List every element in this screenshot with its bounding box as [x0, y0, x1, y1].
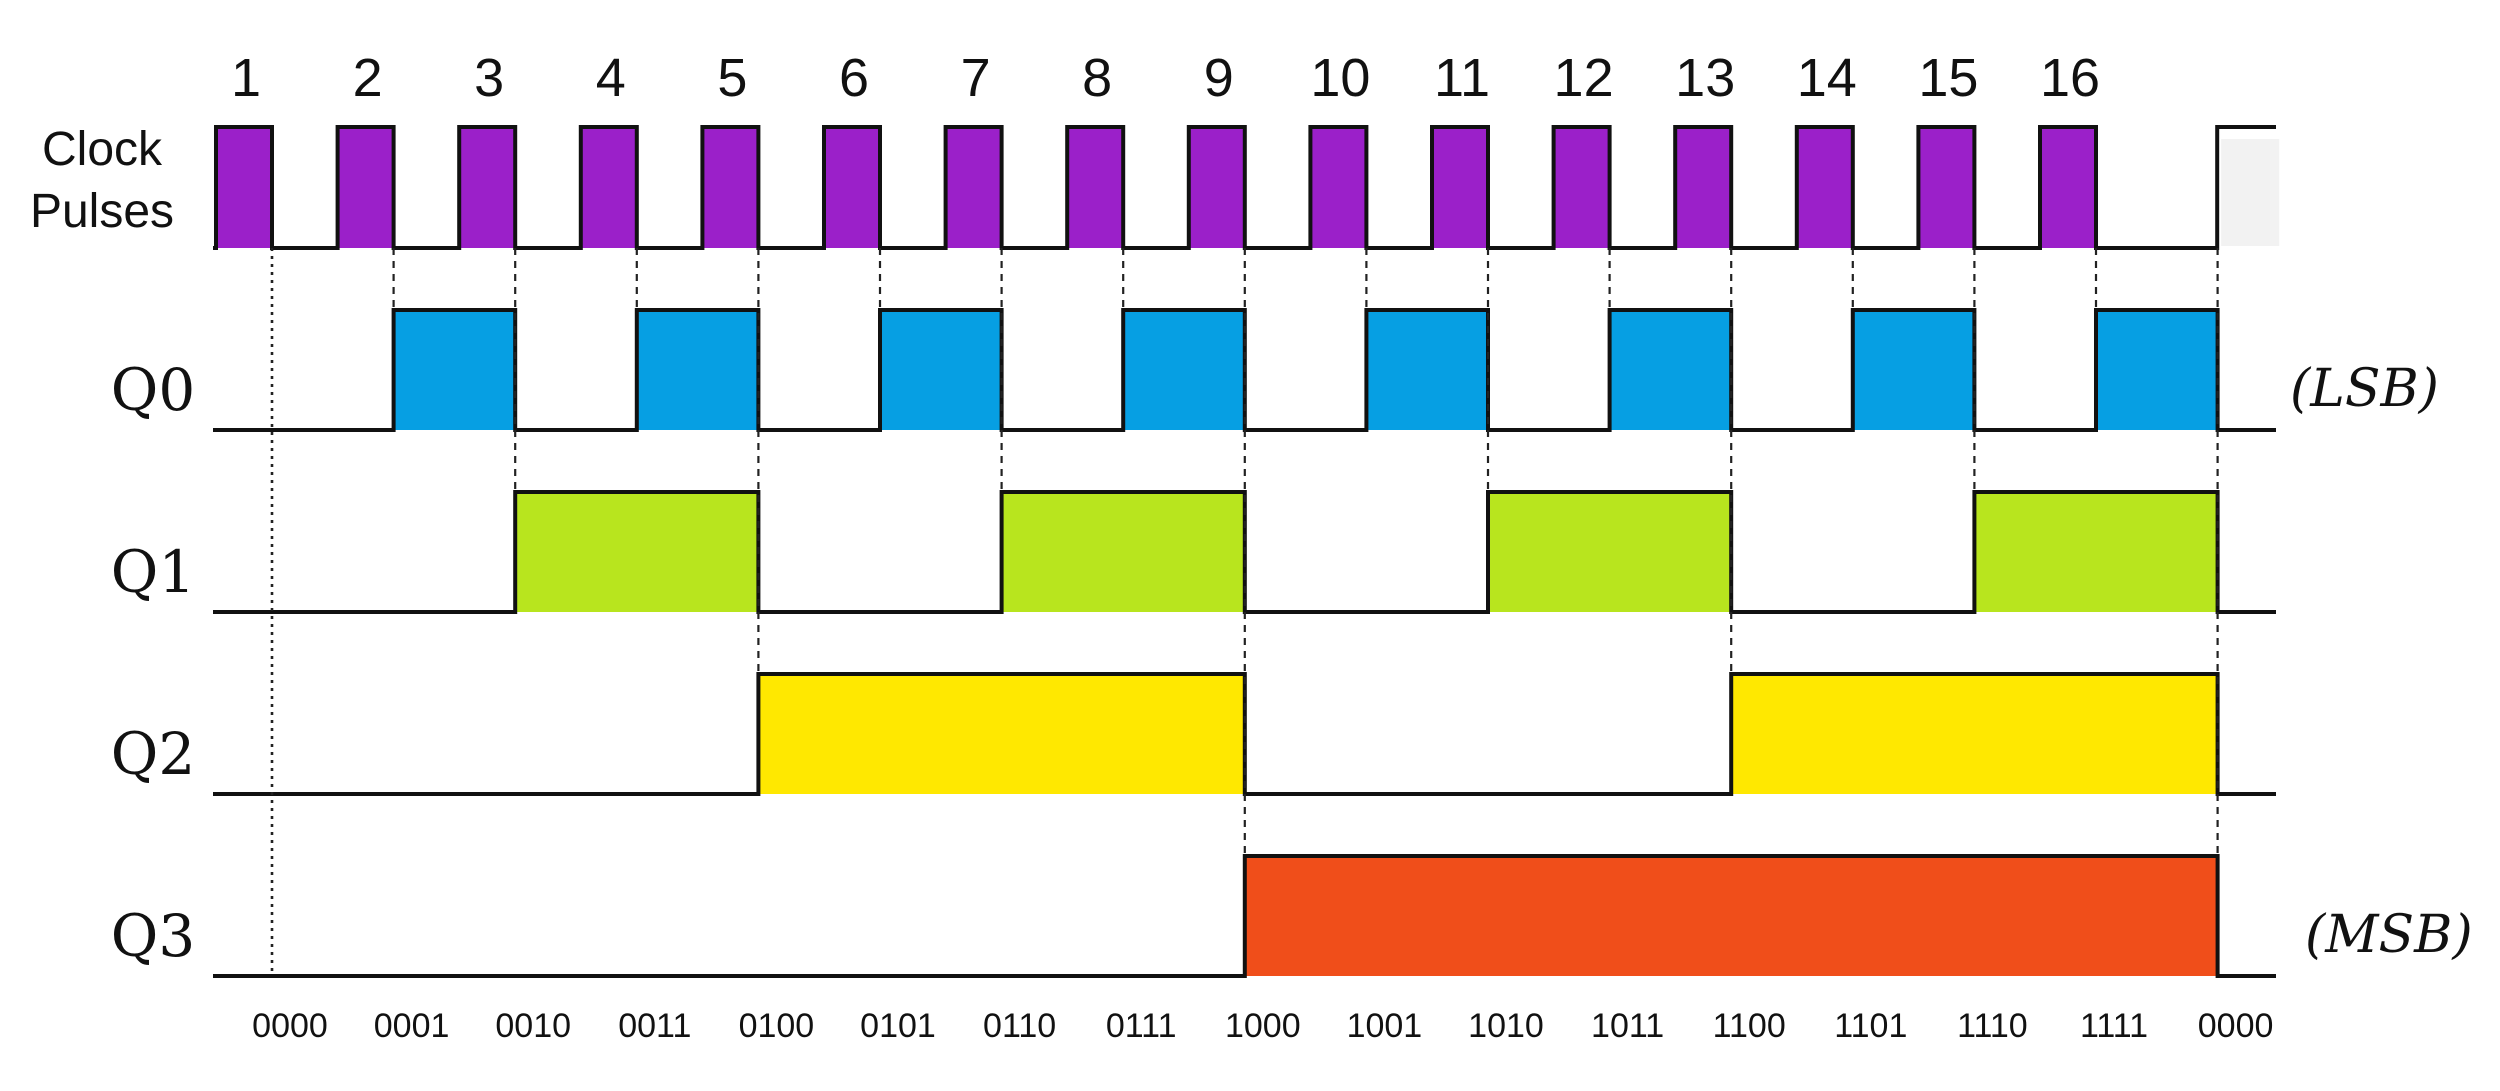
state-label: 0011	[618, 1007, 691, 1045]
clock-pulse	[1067, 127, 1124, 248]
pulse-number: 7	[961, 48, 991, 108]
q0-tag: (LSB)	[2290, 359, 2439, 419]
state-label: 0010	[495, 1007, 571, 1045]
clock-pulse	[1675, 127, 1732, 248]
pulse-number: 9	[1204, 48, 1234, 108]
q0-high-pulse	[1366, 310, 1488, 430]
q1-high-pulse	[515, 492, 759, 612]
q0-high-pulse	[1609, 310, 1732, 430]
q2-high-pulse	[758, 674, 1245, 794]
pulse-number: 16	[2040, 48, 2100, 108]
state-label: 1000	[1225, 1007, 1301, 1045]
state-label: 0100	[739, 1007, 815, 1045]
q1-waveform	[213, 490, 2276, 614]
pulse-number: 6	[839, 48, 869, 108]
pulse-number: 8	[1082, 48, 1112, 108]
clock-pulse	[337, 127, 394, 248]
pulse-number: 15	[1918, 48, 1978, 108]
q0-high-pulse	[1123, 310, 1245, 430]
clock-pulse	[1310, 127, 1367, 248]
clock-trailing-shade	[2221, 139, 2280, 246]
state-label: 0001	[374, 1007, 450, 1045]
q1-high-pulse	[1001, 492, 1245, 612]
clock-pulse	[459, 127, 516, 248]
q2-high-pulse	[1731, 674, 2218, 794]
clock-pulse	[1796, 127, 1853, 248]
clock-pulse	[2040, 127, 2096, 248]
pulse-number: 5	[717, 48, 747, 108]
pulse-number: 2	[353, 48, 383, 108]
state-label: 0000	[2198, 1007, 2274, 1045]
pulse-number: 14	[1797, 48, 1857, 108]
state-label: 1100	[1713, 1007, 1786, 1045]
q0-high-pulse	[393, 310, 516, 430]
pulse-number: 1	[231, 48, 261, 108]
q0-label: Q0	[111, 356, 195, 424]
clock-pulse	[216, 127, 272, 248]
q3-waveform	[213, 854, 2276, 978]
clock-pulse	[945, 127, 1002, 248]
state-label: 1011	[1591, 1007, 1664, 1045]
q0-high-pulse	[880, 310, 1002, 430]
clock-label-line: Pulses	[30, 185, 174, 238]
clock-pulse	[1432, 127, 1488, 248]
state-label: 1101	[1834, 1007, 1907, 1045]
q0-high-pulse	[636, 310, 759, 430]
state-label: 1001	[1347, 1007, 1423, 1045]
q3-high-pulse	[1244, 856, 2218, 976]
state-label: 1110	[1957, 1007, 2028, 1045]
q1-label: Q1	[111, 538, 195, 606]
clock-pulse	[1918, 127, 1975, 248]
clock-pulse	[580, 127, 637, 248]
pulse-number: 4	[596, 48, 626, 108]
clock-pulse	[824, 127, 880, 248]
pulse-number: 10	[1310, 48, 1370, 108]
state-label: 0000	[252, 1007, 328, 1045]
q0-high-pulse	[1852, 310, 1975, 430]
state-label: 0110	[983, 1007, 1056, 1045]
pulse-number: 11	[1434, 48, 1490, 108]
state-label: 1010	[1468, 1007, 1544, 1045]
clock-label-line: Clock	[42, 123, 163, 176]
state-label: 1111	[2080, 1007, 2148, 1045]
q1-high-pulse	[1488, 492, 1732, 612]
pulse-number: 3	[474, 48, 504, 108]
clock-pulse	[1188, 127, 1245, 248]
q3-tag: (MSB)	[2305, 905, 2473, 965]
state-label: 0101	[860, 1007, 936, 1045]
q0-high-pulse	[2096, 310, 2218, 430]
q1-high-pulse	[1974, 492, 2218, 612]
clock-pulse	[1553, 127, 1610, 248]
q3-label: Q3	[111, 902, 195, 970]
clock-waveform	[213, 125, 2276, 250]
state-label: 0111	[1106, 1007, 1177, 1045]
pulse-number: 13	[1675, 48, 1735, 108]
clock-pulse	[702, 127, 759, 248]
pulse-number: 12	[1554, 48, 1614, 108]
q2-label: Q2	[111, 720, 195, 788]
